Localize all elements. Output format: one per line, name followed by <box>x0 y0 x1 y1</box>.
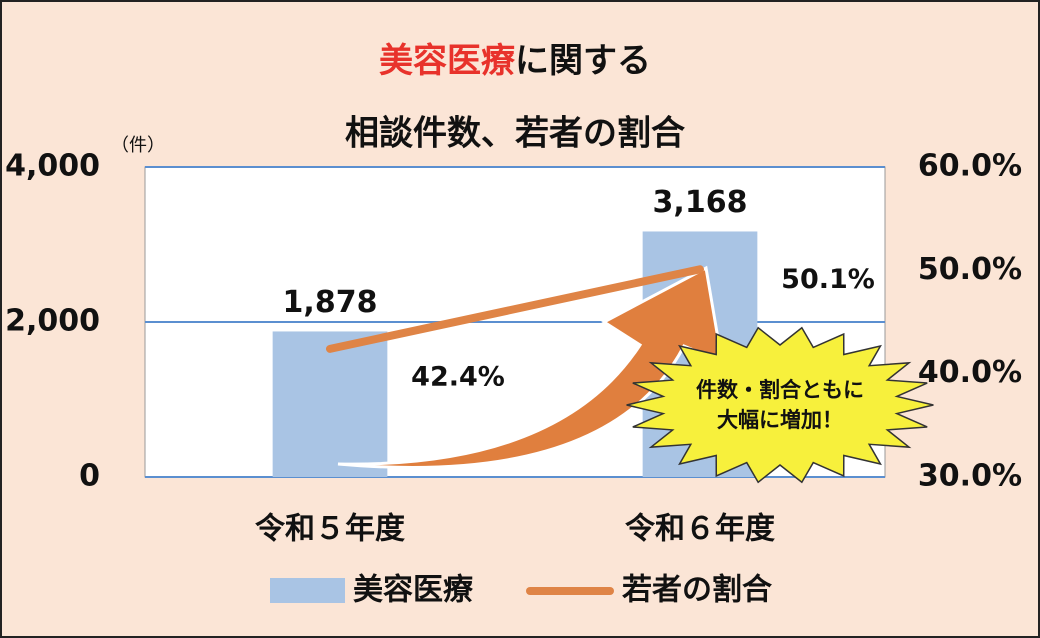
y-tick-label: 2,000 <box>5 304 100 339</box>
annotation: 件数・割合ともに <box>696 378 864 402</box>
value-label: 42.4% <box>411 361 505 392</box>
chart-subtitle: 相談件数、若者の割合 <box>345 114 685 154</box>
y-tick-label: 4,000 <box>5 149 100 184</box>
x-tick-label: 令和６年度 <box>625 512 775 547</box>
y-tick-label: 0 <box>79 459 100 494</box>
value-label: 1,878 <box>283 285 378 320</box>
title-highlight: 美容医療 <box>379 41 516 81</box>
chart-title: 美容医療に関する <box>379 41 651 81</box>
x-tick-label: 令和５年度 <box>255 512 405 547</box>
y2-tick-label: 50.0% <box>918 252 1022 287</box>
annotation: 大幅に増加！ <box>717 408 843 432</box>
y-unit: （件） <box>111 135 165 156</box>
legend-label: 美容医療 <box>353 573 473 608</box>
legend-label: 若者の割合 <box>622 573 772 608</box>
title-rest: に関する <box>515 41 651 81</box>
starburst <box>626 326 934 484</box>
legend-swatch <box>270 578 345 603</box>
value-label: 50.1% <box>781 264 875 295</box>
y2-tick-label: 30.0% <box>918 459 1022 494</box>
bar <box>272 331 388 477</box>
value-label: 3,168 <box>653 185 748 220</box>
y2-tick-label: 40.0% <box>918 355 1022 390</box>
line <box>326 265 704 353</box>
y2-tick-label: 60.0% <box>918 149 1022 184</box>
